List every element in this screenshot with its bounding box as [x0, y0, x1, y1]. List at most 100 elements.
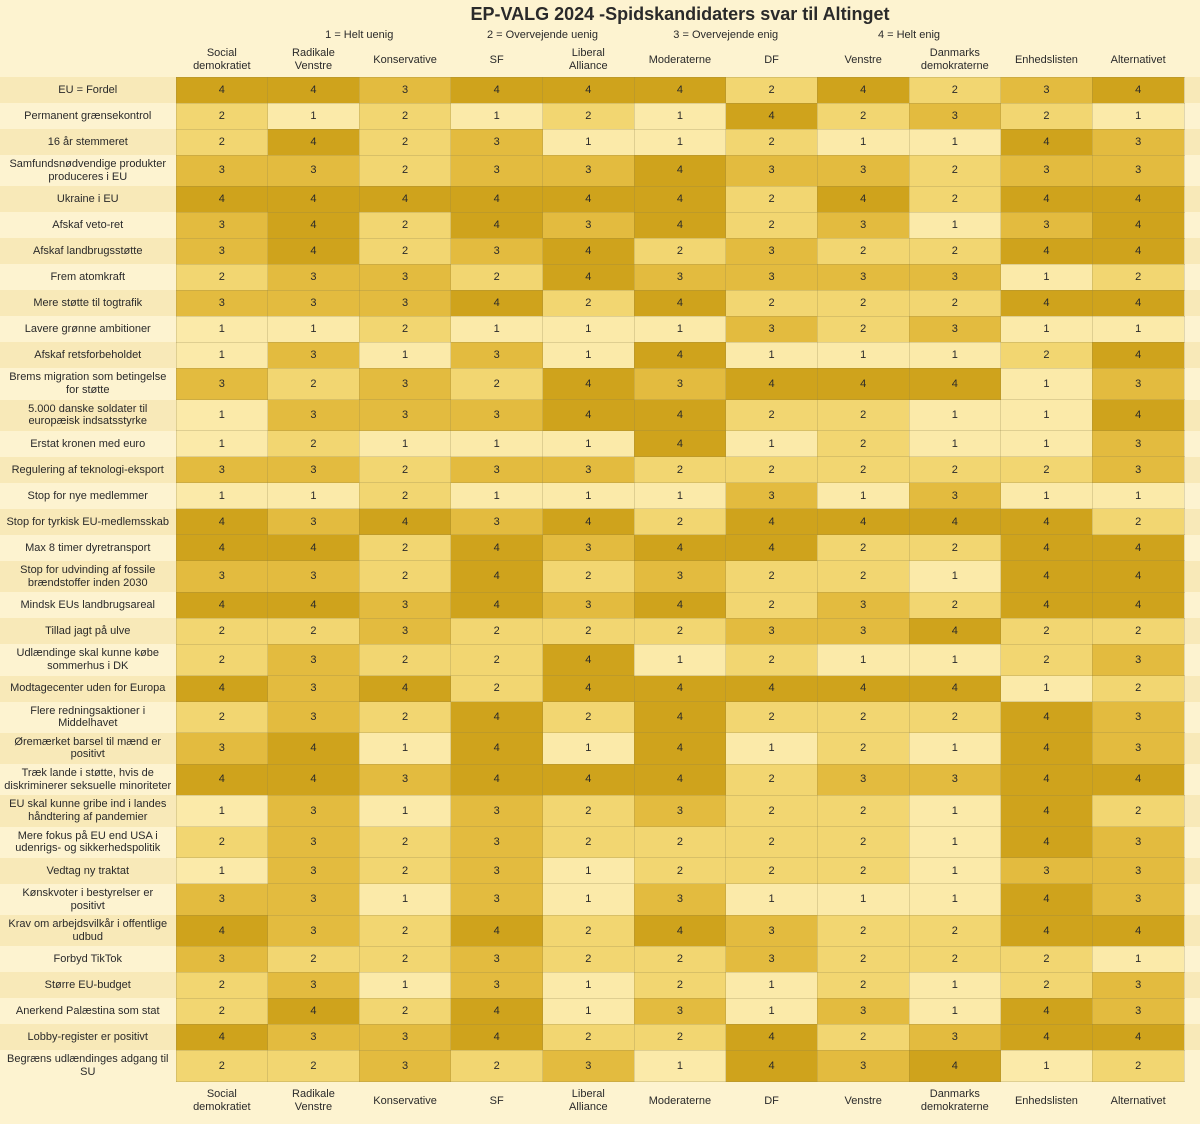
heat-cell: 1 [176, 431, 268, 457]
heat-cell: 4 [359, 186, 451, 212]
heat-cell: 4 [634, 702, 726, 733]
heat-cell: 3 [451, 400, 543, 431]
heat-cell: 2 [451, 644, 543, 675]
heat-cell: 3 [543, 212, 635, 238]
heat-cell: 2 [817, 827, 909, 858]
heat-cell: 3 [909, 316, 1001, 342]
heat-cell: 4 [1092, 535, 1184, 561]
heat-cell: 2 [817, 946, 909, 972]
heat-cell: 4 [1001, 764, 1093, 795]
heat-cell: 4 [451, 212, 543, 238]
heat-cell: 2 [1092, 676, 1184, 702]
party-header: Konservative [359, 43, 451, 77]
heat-cell: 1 [909, 858, 1001, 884]
heat-cell: 3 [817, 212, 909, 238]
heat-cell: 1 [1092, 316, 1184, 342]
heat-cell: 3 [1092, 998, 1184, 1024]
heat-cell: 1 [817, 342, 909, 368]
party-header: Danmarksdemokraterne [909, 1082, 1001, 1124]
heat-cell: 4 [634, 592, 726, 618]
heat-cell: 2 [817, 561, 909, 592]
heat-cell: 3 [1092, 368, 1184, 399]
heat-cell: 4 [543, 77, 635, 103]
heat-cell: 2 [268, 1050, 360, 1081]
heat-cell: 2 [726, 764, 818, 795]
row-label: Øremærket barsel til mænd er positivt [0, 733, 176, 764]
heat-cell: 3 [1092, 644, 1184, 675]
heat-cell: 1 [909, 212, 1001, 238]
heat-cell: 1 [176, 858, 268, 884]
heat-cell: 1 [451, 483, 543, 509]
heat-cell: 1 [268, 316, 360, 342]
heat-cell: 4 [909, 368, 1001, 399]
heat-cell: 1 [176, 483, 268, 509]
heat-cell: 1 [909, 431, 1001, 457]
heat-cell: 4 [451, 77, 543, 103]
heat-cell: 1 [1001, 676, 1093, 702]
heat-cell: 1 [817, 644, 909, 675]
heat-cell: 3 [451, 884, 543, 915]
row-label [0, 27, 176, 44]
heat-cell: 4 [451, 186, 543, 212]
heat-cell: 1 [817, 483, 909, 509]
heat-cell: 2 [726, 858, 818, 884]
heat-cell: 1 [543, 316, 635, 342]
heat-cell: 4 [634, 186, 726, 212]
heat-cell: 4 [268, 535, 360, 561]
party-header: Enhedslisten [1001, 43, 1093, 77]
heat-cell: 3 [634, 884, 726, 915]
heat-cell: 3 [543, 457, 635, 483]
heat-cell: 4 [634, 212, 726, 238]
heat-cell: 2 [359, 238, 451, 264]
heat-cell: 2 [634, 972, 726, 998]
heat-cell: 3 [451, 795, 543, 826]
heat-cell: 2 [726, 212, 818, 238]
heat-cell: 4 [726, 509, 818, 535]
heat-cell: 2 [726, 290, 818, 316]
heat-cell: 2 [634, 509, 726, 535]
heat-cell: 3 [634, 264, 726, 290]
heat-cell: 1 [1001, 400, 1093, 431]
row-label: Stop for tyrkisk EU-medlemsskab [0, 509, 176, 535]
heat-cell: 2 [543, 561, 635, 592]
heat-cell: 4 [543, 676, 635, 702]
heat-cell: 3 [451, 827, 543, 858]
heat-cell: 4 [1092, 342, 1184, 368]
heat-cell: 2 [359, 644, 451, 675]
party-header: Enhedslisten [1001, 1082, 1093, 1124]
heat-cell: 2 [359, 212, 451, 238]
row-label: Mere fokus på EU end USA i udenrigs- og … [0, 827, 176, 858]
party-header: Alternativet [1092, 43, 1184, 77]
heat-cell: 3 [634, 368, 726, 399]
heat-cell: 2 [359, 155, 451, 186]
heat-cell: 2 [909, 946, 1001, 972]
heat-cell: 2 [726, 644, 818, 675]
heat-cell: 4 [1001, 290, 1093, 316]
heat-cell: 2 [176, 644, 268, 675]
heat-cell: 3 [268, 155, 360, 186]
heat-cell: 4 [634, 915, 726, 946]
heat-cell: 3 [1092, 457, 1184, 483]
heat-cell: 4 [176, 509, 268, 535]
row-label: Permanent grænsekontrol [0, 103, 176, 129]
row-label: Samfundsnødvendige produkter produceres … [0, 155, 176, 186]
heat-cell: 3 [359, 77, 451, 103]
heat-cell: 4 [726, 1024, 818, 1050]
heat-cell: 4 [909, 509, 1001, 535]
heat-cell: 2 [176, 618, 268, 644]
heat-cell: 2 [1092, 1050, 1184, 1081]
heat-cell: 3 [268, 264, 360, 290]
heat-cell: 1 [726, 733, 818, 764]
heat-cell: 3 [1092, 431, 1184, 457]
heat-cell: 3 [1092, 884, 1184, 915]
heat-cell: 1 [543, 733, 635, 764]
heat-cell: 2 [726, 129, 818, 155]
heat-cell: 2 [543, 103, 635, 129]
heat-cell: 1 [543, 858, 635, 884]
heat-cell: 3 [909, 264, 1001, 290]
party-header: Danmarksdemokraterne [909, 43, 1001, 77]
heat-cell: 2 [176, 827, 268, 858]
heat-cell: 4 [1092, 561, 1184, 592]
row-label: Mindsk EUs landbrugsareal [0, 592, 176, 618]
heat-cell: 2 [543, 702, 635, 733]
